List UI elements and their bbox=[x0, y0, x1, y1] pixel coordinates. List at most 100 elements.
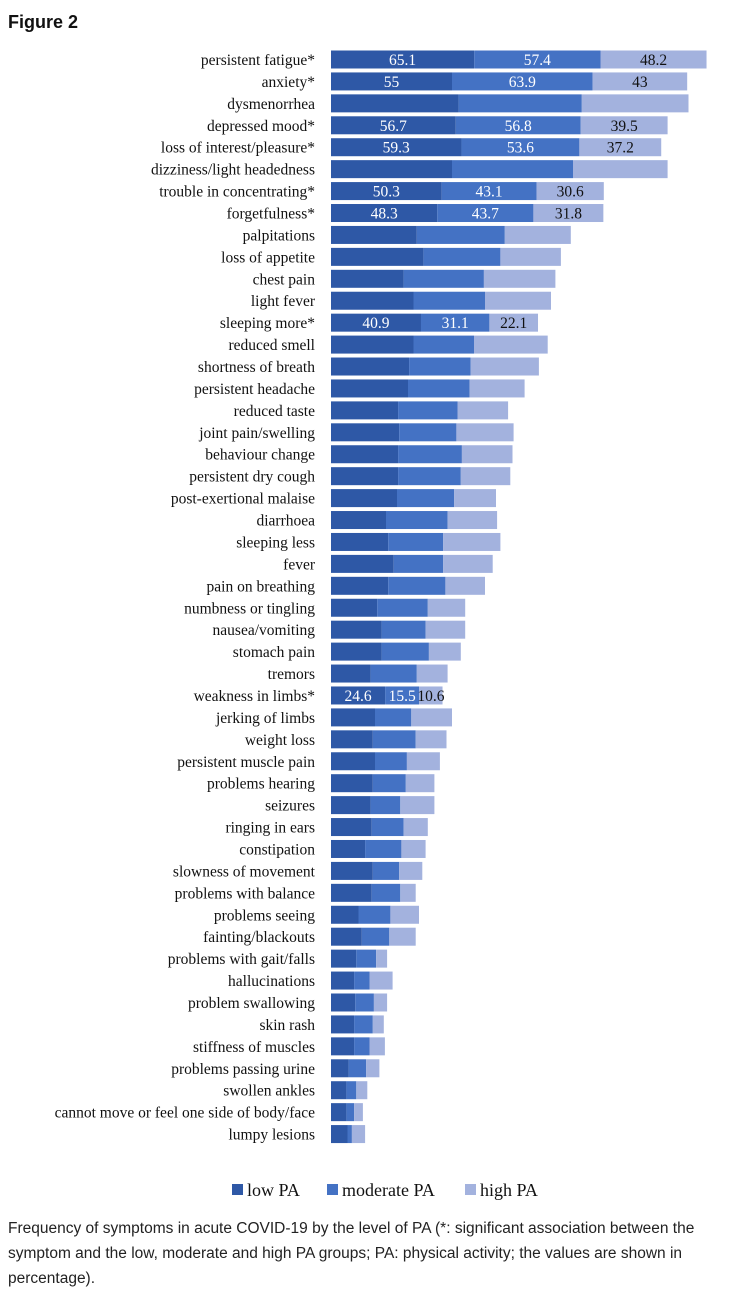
data-label-moderate-pa-forgetfulness: 43.7 bbox=[472, 206, 499, 223]
data-label-low-pa-sleeping-more: 40.9 bbox=[362, 315, 389, 332]
bar-low-pa-loss-of-interest-pleasure bbox=[331, 138, 462, 157]
category-label-numbness-or-tingling: numbness or tingling bbox=[184, 600, 315, 617]
category-label-problems-with-balance: problems with balance bbox=[175, 885, 315, 902]
bar-high-pa-trouble-in-concentrating bbox=[536, 182, 604, 201]
bar-low-pa-problems-hearing bbox=[331, 774, 373, 793]
bar-high-pa-joint-pain-swelling bbox=[456, 423, 514, 442]
bar-high-pa-shortness-of-breath bbox=[470, 357, 539, 376]
bar-low-pa-sleeping-more bbox=[331, 313, 421, 332]
category-label-reduced-taste: reduced taste bbox=[234, 403, 315, 420]
bar-moderate-pa-reduced-smell bbox=[413, 335, 474, 354]
bar-moderate-pa-weight-loss bbox=[372, 730, 416, 749]
category-label-fainting-blackouts: fainting/blackouts bbox=[203, 929, 315, 946]
category-label-jerking-of-limbs: jerking of limbs bbox=[215, 710, 315, 727]
bar-high-pa-stomach-pain bbox=[428, 642, 461, 661]
category-label-pain-on-breathing: pain on breathing bbox=[207, 578, 316, 595]
bar-low-pa-persistent-muscle-pain bbox=[331, 752, 375, 771]
category-label-persistent-fatigue: persistent fatigue* bbox=[201, 52, 315, 69]
bar-high-pa-slowness-of-movement bbox=[399, 861, 423, 880]
bar-low-pa-persistent-headache bbox=[331, 379, 408, 398]
data-label-high-pa-forgetfulness: 31.8 bbox=[555, 206, 582, 223]
bar-low-pa-constipation bbox=[331, 839, 366, 858]
category-label-post-exertional-malaise: post-exertional malaise bbox=[171, 491, 315, 508]
bar-low-pa-problems-with-balance bbox=[331, 883, 372, 902]
bar-low-pa-weakness-in-limbs bbox=[331, 686, 386, 705]
category-label-swollen-ankles: swollen ankles bbox=[223, 1083, 315, 1100]
bar-low-pa-pain-on-breathing bbox=[331, 576, 389, 595]
bar-low-pa-lumpy-lesions bbox=[331, 1125, 348, 1144]
bar-low-pa-skin-rash bbox=[331, 1015, 355, 1034]
bar-high-pa-ringing-in-ears bbox=[403, 818, 428, 837]
category-label-diarrhoea: diarrhoea bbox=[256, 513, 315, 530]
bar-moderate-pa-problems-with-gait-falls bbox=[356, 949, 377, 968]
bar-low-pa-joint-pain-swelling bbox=[331, 423, 400, 442]
data-label-moderate-pa-sleeping-more: 31.1 bbox=[442, 315, 469, 332]
category-label-persistent-muscle-pain: persistent muscle pain bbox=[177, 754, 315, 771]
category-label-chest-pain: chest pain bbox=[253, 271, 316, 288]
category-label-sleeping-less: sleeping less bbox=[236, 534, 315, 551]
bar-low-pa-chest-pain bbox=[331, 269, 404, 288]
bar-high-pa-nausea-vomiting bbox=[425, 620, 466, 639]
bar-moderate-pa-diarrhoea bbox=[386, 511, 448, 530]
bar-low-pa-persistent-dry-cough bbox=[331, 467, 399, 486]
category-label-sleeping-more: sleeping more* bbox=[220, 315, 315, 332]
category-label-tremors: tremors bbox=[268, 666, 315, 683]
legend-swatch-low-pa bbox=[232, 1184, 243, 1195]
category-label-behaviour-change: behaviour change bbox=[205, 447, 315, 464]
bar-moderate-pa-ringing-in-ears bbox=[371, 818, 404, 837]
bar-moderate-pa-constipation bbox=[365, 839, 402, 858]
data-label-moderate-pa-trouble-in-concentrating: 43.1 bbox=[476, 184, 503, 201]
bar-high-pa-jerking-of-limbs bbox=[411, 708, 452, 727]
bar-moderate-pa-sleeping-more bbox=[420, 313, 490, 332]
category-label-loss-of-appetite: loss of appetite bbox=[221, 249, 315, 266]
data-label-high-pa-persistent-fatigue: 48.2 bbox=[640, 52, 667, 69]
bar-high-pa-fever bbox=[443, 554, 493, 573]
category-label-seizures: seizures bbox=[265, 798, 315, 815]
bar-low-pa-problems-seeing bbox=[331, 905, 359, 924]
bar-moderate-pa-trouble-in-concentrating bbox=[441, 182, 537, 201]
bar-high-pa-constipation bbox=[401, 839, 426, 858]
bar-moderate-pa-dizziness-light-headedness bbox=[452, 160, 573, 179]
category-label-constipation: constipation bbox=[239, 841, 315, 858]
category-label-problems-seeing: problems seeing bbox=[214, 907, 315, 924]
category-label-reduced-smell: reduced smell bbox=[228, 337, 315, 354]
category-label-forgetfulness: forgetfulness* bbox=[227, 206, 316, 223]
category-label-dysmenorrhea: dysmenorrhea bbox=[227, 96, 315, 113]
data-label-moderate-pa-loss-of-interest-pleasure: 53.6 bbox=[507, 140, 534, 157]
bar-high-pa-fainting-blackouts bbox=[389, 927, 416, 946]
bar-low-pa-problem-swallowing bbox=[331, 993, 356, 1012]
bar-moderate-pa-post-exertional-malaise bbox=[397, 489, 455, 508]
bar-high-pa-loss-of-interest-pleasure bbox=[579, 138, 662, 157]
bar-low-pa-loss-of-appetite bbox=[331, 247, 424, 266]
bar-low-pa-dysmenorrhea bbox=[331, 94, 459, 113]
data-label-low-pa-anxiety: 55 bbox=[384, 74, 400, 91]
data-label-moderate-pa-depressed-mood: 56.8 bbox=[505, 118, 532, 135]
bar-high-pa-palpitations bbox=[504, 225, 571, 244]
bar-moderate-pa-loss-of-appetite bbox=[423, 247, 501, 266]
bar-high-pa-tremors bbox=[416, 664, 448, 683]
category-label-problems-hearing: problems hearing bbox=[207, 776, 315, 793]
legend-label-low-pa: low PA bbox=[247, 1180, 300, 1200]
bar-low-pa-problems-with-gait-falls bbox=[331, 949, 357, 968]
category-label-skin-rash: skin rash bbox=[259, 1017, 315, 1034]
category-label-joint-pain-swelling: joint pain/swelling bbox=[198, 425, 315, 442]
bar-high-pa-numbness-or-tingling bbox=[427, 598, 466, 617]
bar-low-pa-reduced-taste bbox=[331, 401, 399, 420]
legend-label-moderate-pa: moderate PA bbox=[342, 1180, 435, 1200]
bar-high-pa-hallucinations bbox=[369, 971, 393, 990]
bar-high-pa-diarrhoea bbox=[447, 511, 498, 530]
bar-moderate-pa-pain-on-breathing bbox=[388, 576, 446, 595]
category-label-stomach-pain: stomach pain bbox=[233, 644, 315, 661]
bar-moderate-pa-joint-pain-swelling bbox=[399, 423, 457, 442]
bar-high-pa-reduced-smell bbox=[474, 335, 548, 354]
bar-high-pa-persistent-fatigue bbox=[600, 50, 707, 69]
chart-bars bbox=[331, 50, 707, 1144]
bar-low-pa-forgetfulness bbox=[331, 204, 438, 223]
bar-high-pa-behaviour-change bbox=[461, 445, 513, 464]
category-label-persistent-dry-cough: persistent dry cough bbox=[189, 469, 315, 486]
bar-high-pa-pain-on-breathing bbox=[445, 576, 485, 595]
bar-high-pa-problems-with-gait-falls bbox=[376, 949, 388, 968]
bar-low-pa-tremors bbox=[331, 664, 371, 683]
bar-high-pa-lumpy-lesions bbox=[351, 1125, 366, 1144]
bar-high-pa-persistent-muscle-pain bbox=[406, 752, 440, 771]
